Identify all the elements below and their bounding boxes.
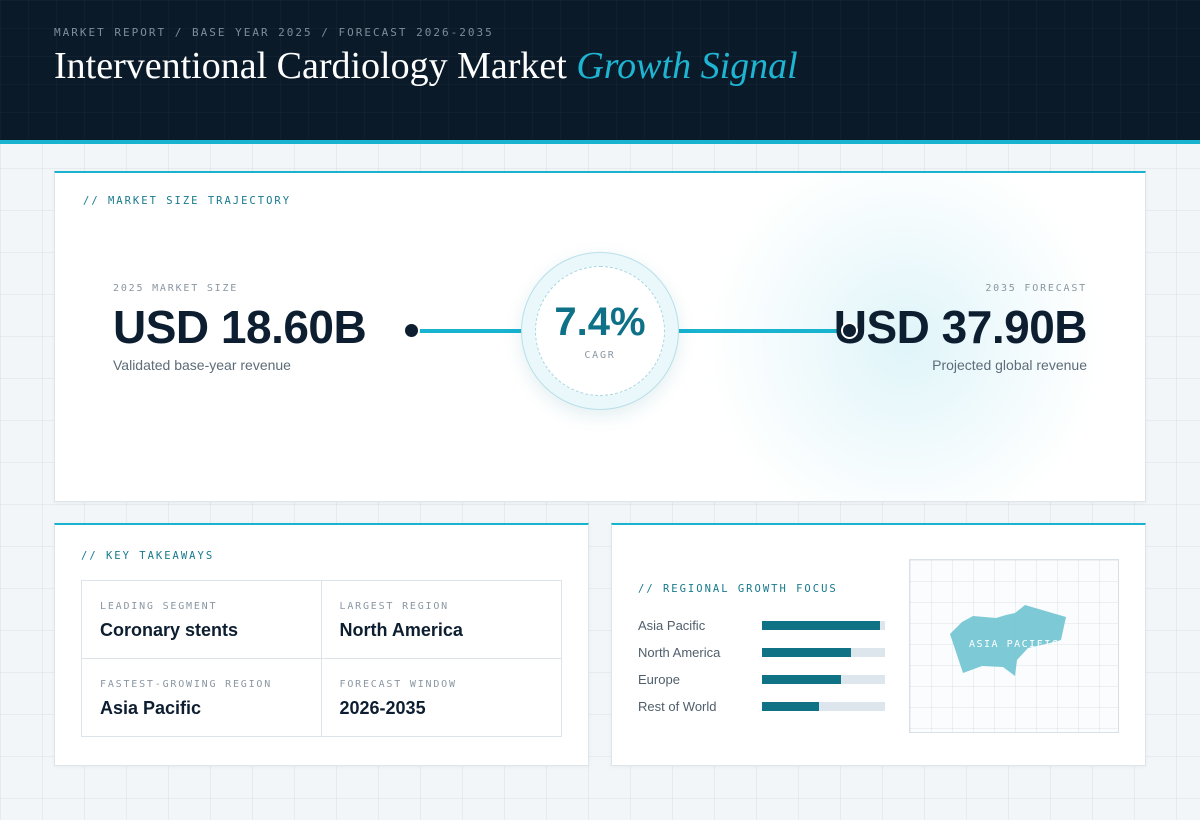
takeaway-value: Coronary stents: [100, 620, 239, 640]
report-breadcrumb: MARKET REPORT / BASE YEAR 2025 / FORECAS…: [54, 26, 494, 39]
forecast-note: Projected global revenue: [932, 357, 1087, 373]
region-name: Europe: [638, 672, 680, 687]
region-bar-row: Rest of World: [638, 693, 888, 720]
base-year-value: USD 18.60B: [113, 301, 367, 353]
takeaway-largest-region: LARGEST REGION North America: [321, 581, 561, 659]
forecast-value: USD 37.90B: [833, 301, 1088, 353]
region-name: Rest of World: [638, 699, 717, 714]
takeaway-leading-segment: LEADING SEGMENT Coronary stents: [82, 581, 322, 659]
map-region-label: ASIA PACIFIC: [969, 639, 1060, 650]
regional-growth-card: // REGIONAL GROWTH FOCUS Asia Pacific No…: [611, 523, 1146, 766]
regional-section-label: // REGIONAL GROWTH FOCUS: [638, 583, 838, 595]
takeaway-fastest-growing-region: FASTEST-GROWING REGION Asia Pacific: [82, 658, 322, 736]
base-year-stat: 2025 MARKET SIZE USD 18.60B Validated ba…: [113, 278, 367, 373]
takeaway-value: Asia Pacific: [100, 697, 202, 718]
region-bar-fill: [762, 621, 881, 630]
key-takeaways-card: // KEY TAKEAWAYS LEADING SEGMENT Coronar…: [54, 523, 589, 766]
background-glow: [695, 173, 1115, 501]
takeaways-section-label: // KEY TAKEAWAYS: [81, 550, 215, 562]
page-title: Interventional Cardiology Market Growth …: [54, 44, 798, 88]
forecast-stat: 2035 FORECAST USD 37.90B Projected globa…: [833, 278, 1088, 373]
asia-pacific-region-shape: [950, 605, 1066, 676]
cagr-label: CAGR: [584, 350, 616, 361]
region-bar-row: North America: [638, 639, 888, 666]
region-bar-fill: [762, 648, 851, 657]
region-bar-row: Europe: [638, 666, 888, 693]
takeaway-value: North America: [339, 620, 463, 640]
base-year-note: Validated base-year revenue: [113, 357, 291, 373]
takeaway-forecast-window: FORECAST WINDOW 2026-2035: [322, 659, 562, 737]
asia-pacific-map-shape: [950, 605, 1066, 676]
cagr-badge-inner: 7.4% CAGR: [535, 266, 665, 396]
takeaways-grid: LEADING SEGMENT Coronary stents LARGEST …: [81, 580, 562, 737]
region-bar-track: [762, 648, 885, 657]
takeaway-caption: LARGEST REGION: [339, 601, 449, 612]
region-bar-track: [762, 702, 885, 711]
takeaway-caption: LEADING SEGMENT: [100, 601, 218, 612]
end-point-dot: [841, 322, 858, 339]
takeaway-value: 2026-2035: [339, 697, 426, 718]
cagr-value: 7.4%: [554, 300, 646, 344]
region-bar-fill: [762, 702, 819, 711]
start-point-dot: [403, 322, 420, 339]
takeaway-caption: FORECAST WINDOW: [339, 678, 457, 690]
market-size-trajectory-card: // MARKET SIZE TRAJECTORY 2025 MARKET SI…: [54, 171, 1146, 502]
base-year-caption: 2025 MARKET SIZE: [113, 283, 239, 294]
region-map: ASIA PACIFIC: [909, 559, 1119, 733]
takeaway-caption: FASTEST-GROWING REGION: [100, 678, 273, 690]
region-bar-track: [762, 621, 885, 630]
regional-bar-list: Asia Pacific North America Europe Rest o…: [638, 612, 888, 720]
trajectory-section-label: // MARKET SIZE TRAJECTORY: [83, 195, 292, 207]
region-bar-fill: [762, 675, 841, 684]
region-name: North America: [638, 645, 721, 660]
page-header: MARKET REPORT / BASE YEAR 2025 / FORECAS…: [0, 0, 1200, 144]
cagr-badge: 7.4% CAGR: [521, 252, 679, 410]
title-accent: Growth Signal: [576, 45, 798, 87]
title-main: Interventional Cardiology Market: [54, 45, 567, 87]
region-name: Asia Pacific: [638, 618, 706, 633]
forecast-caption: 2035 FORECAST: [985, 283, 1087, 294]
region-bar-row: Asia Pacific: [638, 612, 888, 639]
region-bar-track: [762, 675, 885, 684]
